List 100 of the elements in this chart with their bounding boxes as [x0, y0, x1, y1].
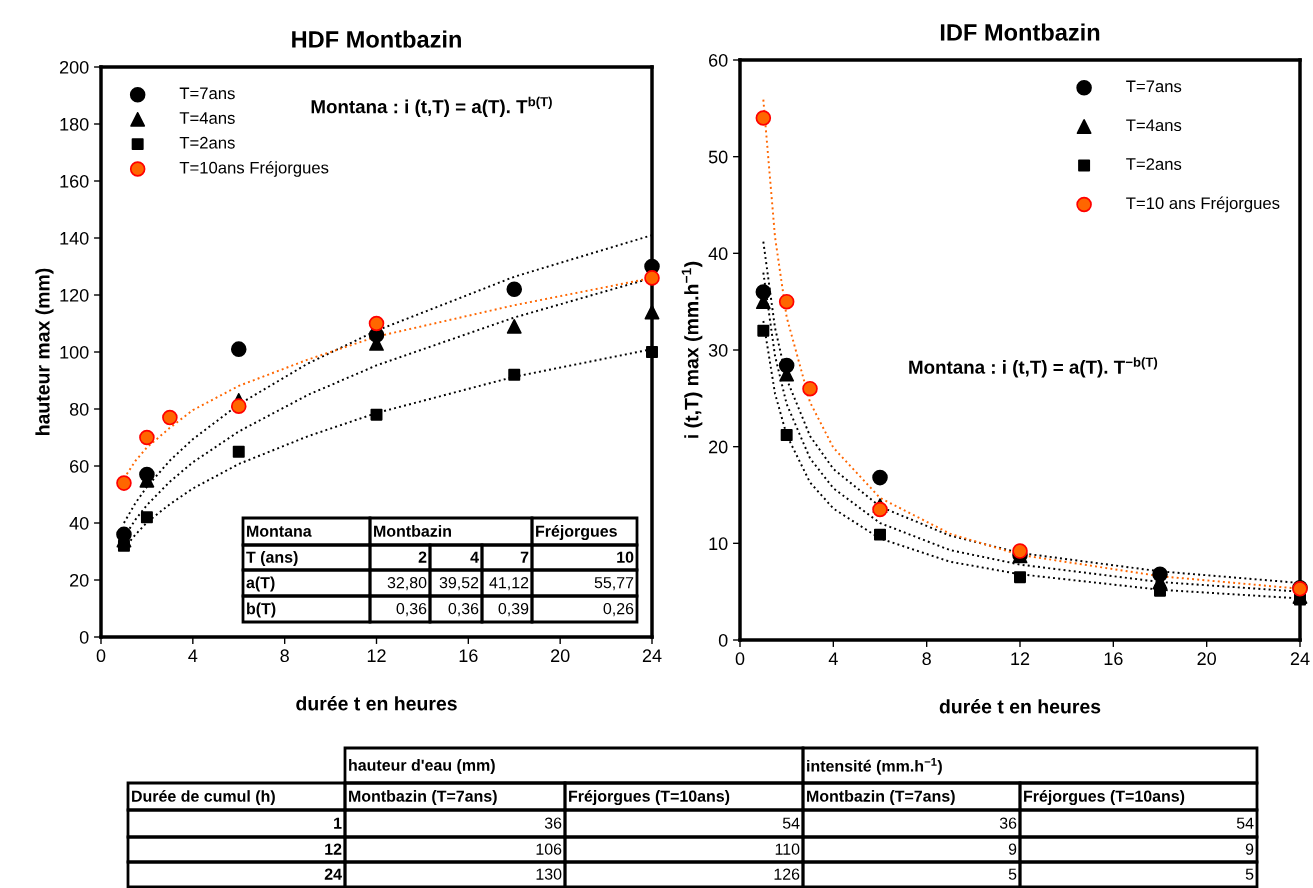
- text: Fréjorgues (T=10ans): [1024, 789, 1185, 806]
- x-tick-label: 24: [1290, 652, 1310, 665]
- x-tick-label: 16: [1104, 652, 1123, 666]
- text: 24: [324, 868, 342, 880]
- annotation: 0,39: [498, 602, 529, 617]
- x-tick-label: 4: [188, 649, 198, 662]
- point: [757, 324, 770, 337]
- y-tick-label: 80: [69, 402, 89, 416]
- text: 54: [1236, 817, 1254, 829]
- y-tick-label: 20: [709, 440, 728, 454]
- text: 9: [1245, 843, 1254, 855]
- y-tick-label: 200: [59, 60, 89, 74]
- point: [755, 110, 772, 126]
- point: [1154, 584, 1166, 597]
- point: [644, 304, 660, 320]
- x-tick-label: 20: [551, 649, 570, 663]
- chart-title: IDF Montbazin: [940, 23, 1100, 41]
- point: [140, 511, 153, 524]
- text: 54: [782, 817, 800, 829]
- point: [162, 409, 178, 426]
- annotation: Fréjorgues: [536, 524, 617, 541]
- annotation: 7: [520, 551, 529, 563]
- y-axis-title: i (t,T) max (mm.h$^{−1}$): [681, 261, 703, 438]
- legend-label: T=4ans: [179, 112, 235, 124]
- y-tick-label: 0: [718, 633, 728, 647]
- x-tick-label: 4: [828, 652, 838, 665]
- y-tick-label: 50: [708, 150, 728, 164]
- chart-title: HDF Montbazin: [292, 30, 461, 48]
- point: [646, 346, 658, 358]
- point: [508, 368, 521, 381]
- legend-label: T=7ans: [1126, 80, 1182, 93]
- text: 110: [775, 843, 800, 855]
- text: 130: [536, 868, 562, 880]
- annotation: 41,12: [489, 576, 529, 591]
- annotation: Montbazin: [374, 525, 451, 537]
- y-axis-title: hauteur max (mm): [35, 268, 54, 435]
- text: 1: [334, 817, 342, 829]
- x-tick-label: 16: [459, 649, 478, 663]
- point: [230, 341, 247, 357]
- legend-label: T=2ans: [179, 136, 235, 149]
- point: [116, 475, 132, 491]
- point: [230, 398, 247, 414]
- annotation: b(T): [247, 602, 276, 618]
- point: [139, 429, 155, 446]
- y-tick-label: 40: [69, 516, 89, 530]
- point: [232, 445, 245, 458]
- text: 106: [536, 843, 562, 855]
- x-tick-label: 0: [96, 649, 106, 663]
- x-tick-label: 12: [367, 649, 386, 662]
- point: [755, 284, 772, 300]
- point: [370, 408, 383, 421]
- text: 12: [325, 843, 342, 855]
- point: [506, 318, 522, 334]
- annotation: Montana : i (t,T) = a(T). T$^{b(T)}$: [311, 96, 552, 118]
- point: [1014, 571, 1026, 584]
- y-tick-label: 40: [708, 247, 728, 261]
- x-axis-title: durée t en heures: [296, 696, 457, 711]
- point: [506, 281, 523, 298]
- y-tick-label: 30: [708, 343, 728, 357]
- y-tick-label: 20: [70, 573, 89, 587]
- point: [778, 293, 795, 310]
- annotation: 39,52: [439, 576, 479, 591]
- annotation: 4: [470, 551, 479, 563]
- y-tick-label: 0: [79, 630, 89, 644]
- text: 9: [1008, 843, 1017, 855]
- text: 36: [544, 817, 562, 829]
- text: 5: [1008, 868, 1017, 880]
- y-tick-label: 140: [60, 231, 89, 245]
- x-tick-label: 0: [735, 652, 745, 666]
- text: Durée de cumul (h): [132, 789, 275, 806]
- point: [1012, 543, 1028, 559]
- point: [117, 539, 130, 552]
- text: 36: [999, 817, 1017, 829]
- legend-label: T=2ans: [1126, 158, 1182, 170]
- y-tick-label: 10: [709, 537, 728, 551]
- text: Montbazin (T=7ans): [807, 790, 955, 805]
- x-tick-label: 8: [280, 649, 289, 663]
- text: Fréjorgues (T=10ans): [569, 789, 730, 806]
- point: [780, 429, 793, 442]
- x-tick-label: 12: [1011, 652, 1030, 665]
- point: [368, 315, 385, 332]
- annotation: 32,80: [387, 576, 427, 591]
- y-tick-label: 180: [60, 117, 89, 131]
- annotation: 55,77: [594, 577, 634, 591]
- legend-label: T=4ans: [1126, 119, 1182, 132]
- annotation: a(T): [246, 576, 275, 592]
- legend-label: T=10ans Fréjorgues: [179, 161, 329, 177]
- y-tick-label: 60: [709, 53, 728, 67]
- annotation: 0,36: [448, 602, 479, 617]
- point: [874, 528, 886, 541]
- point: [872, 469, 888, 486]
- point: [644, 270, 660, 286]
- annotation: 2: [418, 551, 427, 563]
- x-tick-label: 20: [1197, 652, 1216, 666]
- text: intensité (mm.h$^{−1}$): [807, 757, 942, 775]
- x-tick-label: 8: [922, 652, 931, 666]
- point: [802, 380, 818, 397]
- legend-label: T=7ans: [179, 87, 235, 100]
- y-tick-label: 60: [70, 459, 89, 473]
- y-tick-label: 100: [60, 345, 89, 359]
